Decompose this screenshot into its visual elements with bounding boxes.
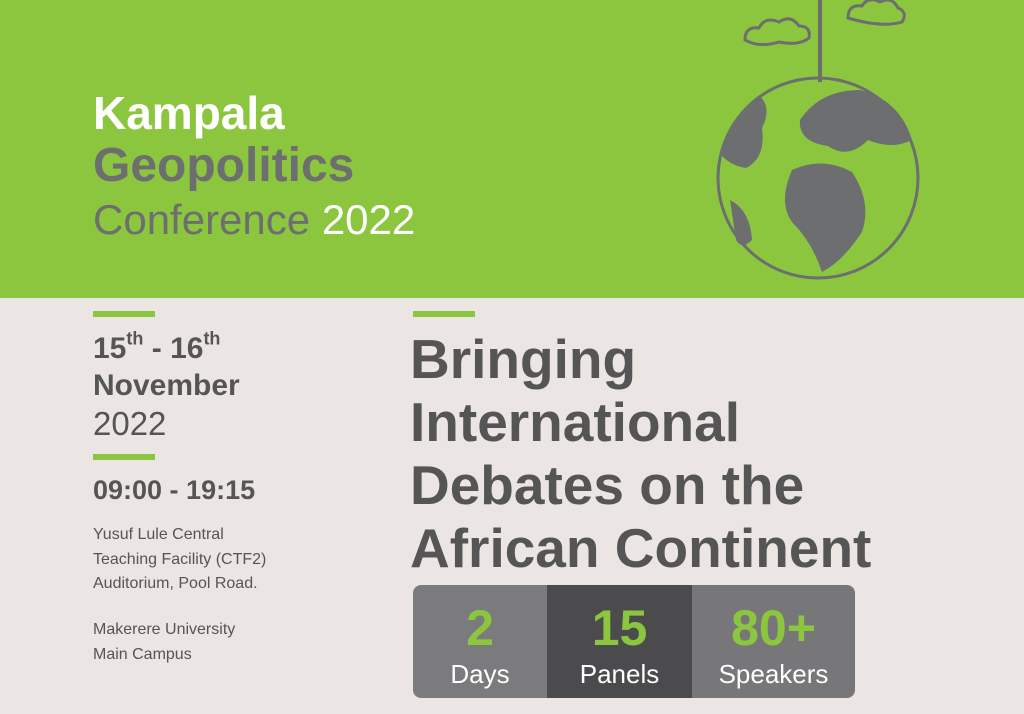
- stat-box: 80+ Speakers: [692, 585, 855, 698]
- ordinal: th: [203, 328, 221, 349]
- stat-box: 2 Days: [413, 585, 547, 698]
- title-word: Conference: [93, 196, 311, 243]
- date-year: 2022: [93, 405, 167, 442]
- title-year: 2022: [321, 196, 416, 243]
- stat-value: 2: [466, 600, 494, 656]
- title-line: Kampala: [93, 87, 285, 139]
- headline-line: African Continent: [410, 517, 872, 579]
- stat-value: 80+: [731, 600, 816, 656]
- accent-bar: [413, 311, 475, 317]
- date-dash: -: [151, 332, 162, 365]
- headline: Bringing International Debates on the Afric…: [410, 328, 871, 580]
- time: 09:00 - 19:15: [93, 475, 256, 505]
- stat-value: 15: [591, 600, 648, 656]
- venue-line: Auditorium, Pool Road.: [93, 575, 258, 592]
- stat-label: Panels: [579, 659, 660, 689]
- accent-bar: [93, 454, 155, 460]
- stat-label: Speakers: [718, 659, 829, 689]
- date-range: 15th - 16th: [93, 328, 221, 366]
- ordinal: th: [126, 328, 144, 349]
- venue-line: Teaching Facility (CTF2): [93, 550, 267, 568]
- headline-line: Bringing: [410, 328, 637, 390]
- stat-label: Days: [450, 659, 510, 689]
- date-end: 16: [170, 332, 204, 365]
- venue-line: Yusuf Lule Central: [93, 526, 224, 543]
- venue: Yusuf Lule Central Teaching Facility (CTF…: [93, 523, 266, 597]
- stat-box: 15 Panels: [547, 585, 692, 698]
- date-start: 15: [93, 332, 127, 365]
- campus: Makerere University Main Campus: [93, 617, 235, 667]
- headline-line: International: [410, 391, 741, 453]
- date-month: November: [93, 369, 240, 402]
- headline-line: Debates on the: [410, 454, 805, 516]
- title-line: Geopolitics: [93, 139, 355, 192]
- title-line: Conference 2022: [93, 196, 415, 244]
- accent-bar: [93, 311, 155, 317]
- campus-line: Main Campus: [93, 646, 192, 663]
- globe-illustration: [716, 0, 920, 280]
- campus-line: Makerere University: [93, 621, 236, 638]
